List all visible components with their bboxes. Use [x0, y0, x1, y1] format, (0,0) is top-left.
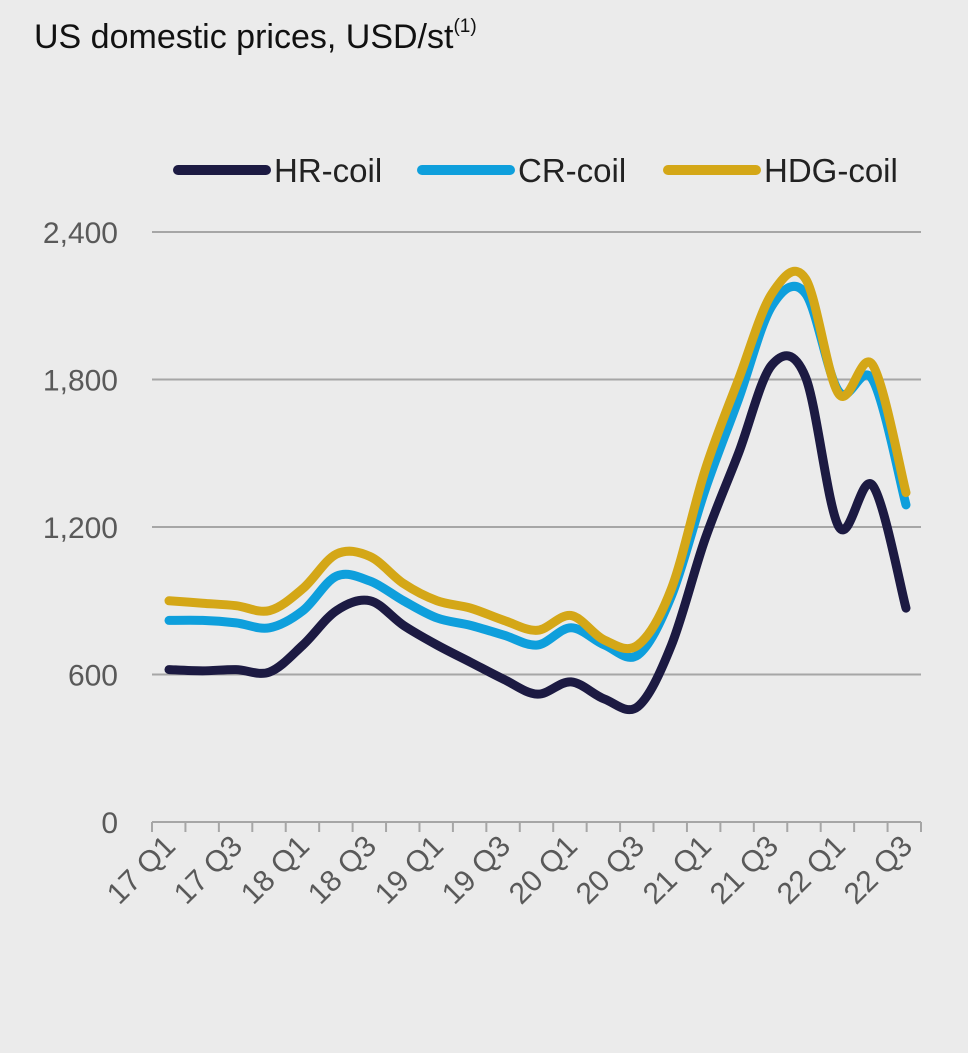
x-tick-label: 18 Q3	[302, 830, 383, 911]
x-tick-label: 21 Q1	[637, 830, 718, 911]
x-tick-label: 18 Q1	[235, 830, 316, 911]
chart-title-text: US domestic prices, USD/st	[34, 18, 454, 56]
x-tick-label: 20 Q1	[503, 830, 584, 911]
y-tick-label: 600	[68, 660, 118, 693]
y-tick-label: 2,400	[43, 217, 118, 250]
series-line-cr-coil	[164, 281, 911, 662]
x-tick-label: 22 Q3	[838, 830, 919, 911]
chart-title: US domestic prices, USD/st(1)	[34, 15, 477, 57]
legend-label-cr-coil: CR-coil	[518, 152, 626, 189]
series-line-hr-coil	[164, 351, 911, 715]
x-tick-label: 20 Q3	[570, 830, 651, 911]
x-tick-label: 19 Q1	[369, 830, 450, 911]
chart-title-footnote: (1)	[453, 15, 477, 37]
legend-label-hdg-coil: HDG-coil	[764, 152, 898, 189]
x-tick-label: 17 Q3	[168, 830, 249, 911]
legend-label-hr-coil: HR-coil	[274, 152, 382, 189]
series-line-hdg-coil	[164, 267, 911, 654]
y-tick-label: 0	[101, 807, 118, 840]
y-tick-label: 1,800	[43, 365, 118, 398]
x-tick-label: 21 Q3	[704, 830, 785, 911]
x-tick-label: 19 Q3	[436, 830, 517, 911]
x-tick-label: 22 Q1	[771, 830, 852, 911]
x-tick-label: 17 Q1	[101, 830, 182, 911]
y-tick-label: 1,200	[43, 512, 118, 545]
